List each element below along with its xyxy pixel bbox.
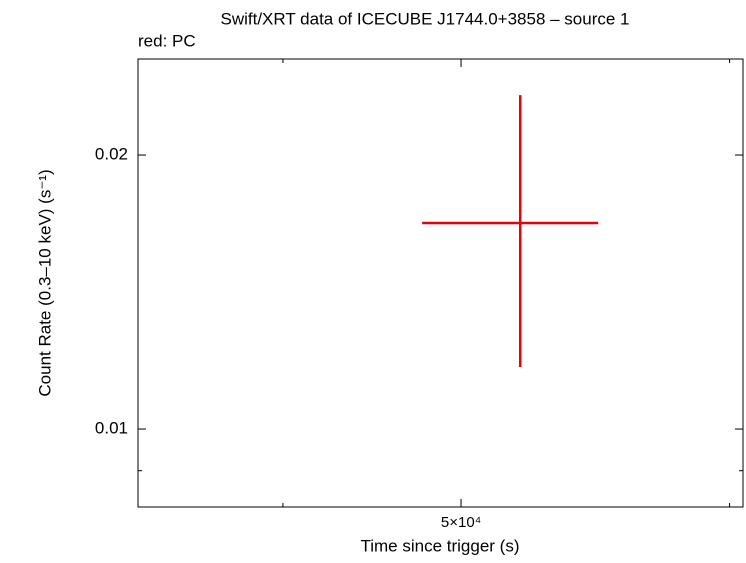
y-axis-label: Count Rate (0.3–10 keV) (s⁻¹)	[35, 169, 54, 396]
x-axis-label: Time since trigger (s)	[360, 536, 519, 555]
chart-title: Swift/XRT data of ICECUBE J1744.0+3858 –…	[220, 9, 629, 28]
x-tick-label: 5×10⁴	[441, 514, 481, 531]
y-tick-label: 0.01	[95, 419, 128, 438]
y-tick-label: 0.02	[95, 145, 128, 164]
chart-subtitle: red: PC	[138, 31, 196, 50]
plot-frame	[137, 58, 744, 508]
